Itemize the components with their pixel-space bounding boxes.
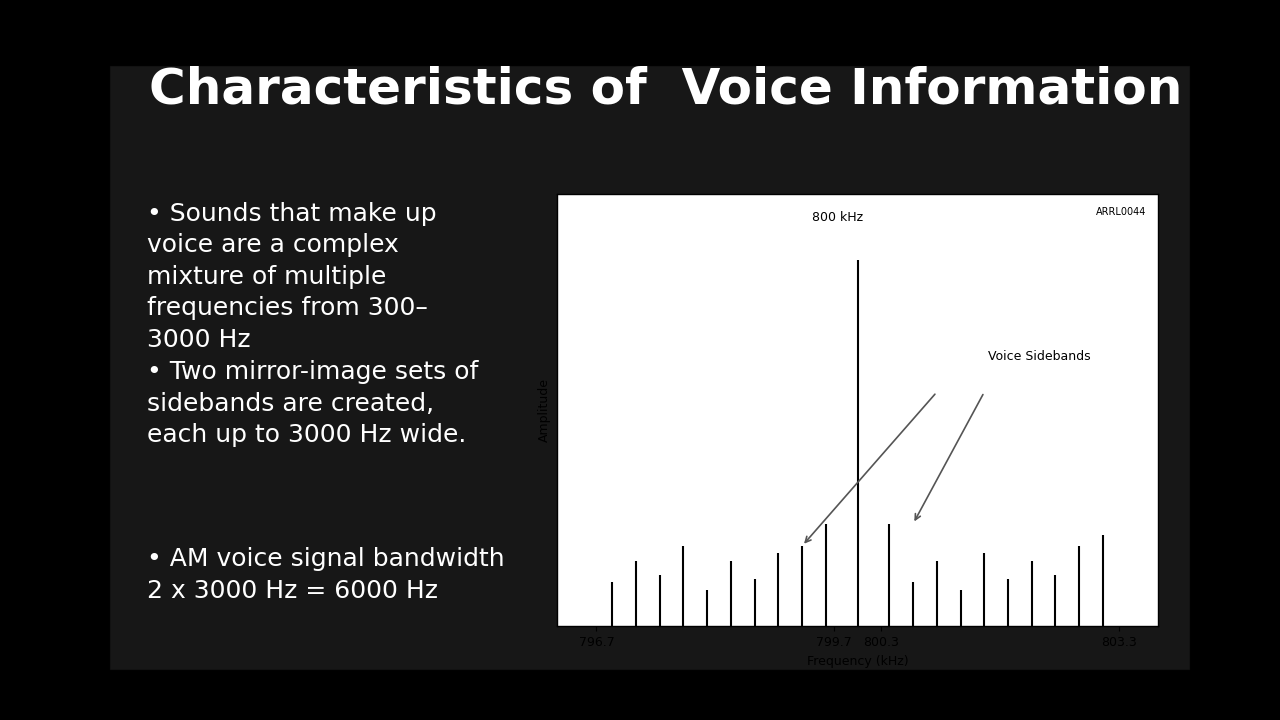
Text: Voice Sidebands: Voice Sidebands	[988, 350, 1091, 363]
FancyBboxPatch shape	[109, 65, 1190, 670]
Text: • Sounds that make up
voice are a complex
mixture of multiple
frequencies from 3: • Sounds that make up voice are a comple…	[147, 202, 436, 352]
Y-axis label: Amplitude: Amplitude	[539, 379, 552, 442]
Text: 800 kHz: 800 kHz	[813, 211, 864, 224]
X-axis label: Frequency (kHz): Frequency (kHz)	[806, 654, 909, 667]
Text: ARRL0044: ARRL0044	[1096, 207, 1147, 217]
Text: Characteristics of  Voice Information: Characteristics of Voice Information	[148, 66, 1183, 114]
Text: • Two mirror-image sets of
sidebands are created,
each up to 3000 Hz wide.: • Two mirror-image sets of sidebands are…	[147, 360, 479, 447]
Text: • AM voice signal bandwidth
2 x 3000 Hz = 6000 Hz: • AM voice signal bandwidth 2 x 3000 Hz …	[147, 547, 504, 603]
